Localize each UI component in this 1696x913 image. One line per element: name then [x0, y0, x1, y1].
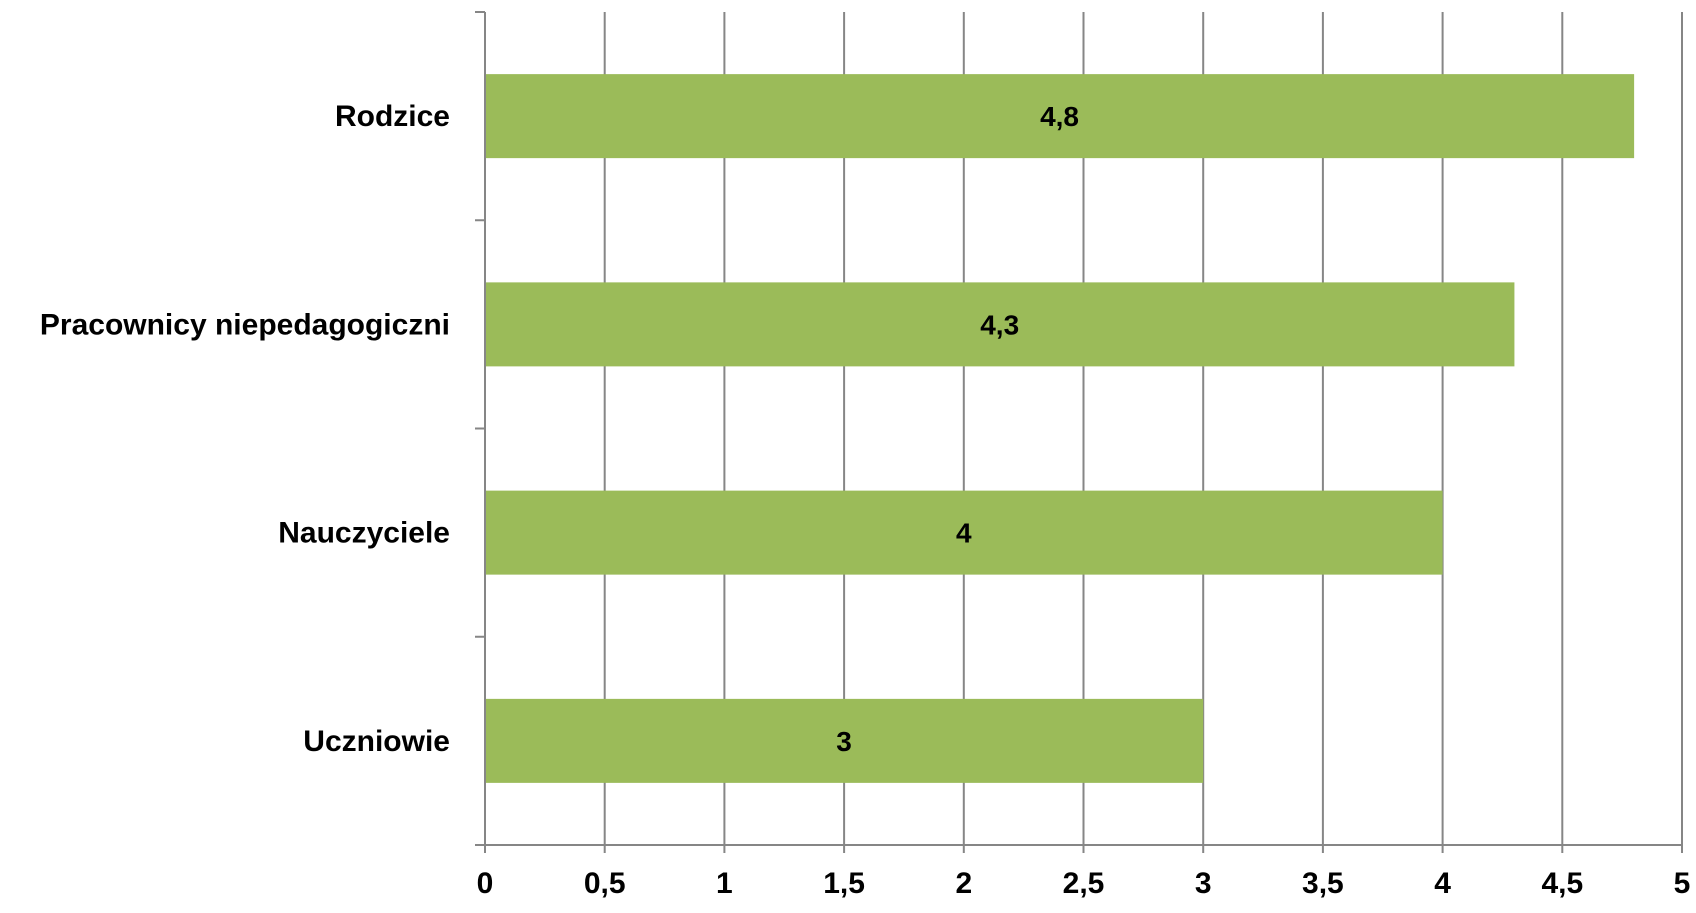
x-tick-label: 3	[1195, 867, 1212, 900]
x-tick-label: 2,5	[1063, 867, 1105, 900]
x-tick-label: 0,5	[584, 867, 626, 900]
x-tick-label: 3,5	[1302, 867, 1344, 900]
data-label: 4,8	[1040, 101, 1079, 132]
data-label: 4,3	[980, 309, 1019, 340]
category-label: Nauczyciele	[278, 517, 450, 550]
labels: 0 0,5 1 1,5 2 2,5 3 3,5 4 4,5 5 4,8 Rodzice 4,3 Pracow…	[40, 100, 1690, 900]
bar	[485, 490, 1443, 575]
data-label: 3	[836, 726, 852, 757]
bar	[485, 698, 1204, 783]
x-tick-label: 5	[1674, 867, 1691, 900]
x-tick-label: 1,5	[823, 867, 865, 900]
data-label: 4	[956, 518, 972, 549]
bar	[485, 282, 1515, 367]
category-label: Pracownicy niepedagogiczni	[40, 308, 450, 341]
bars	[485, 74, 1635, 783]
x-tick-label: 4,5	[1541, 867, 1583, 900]
category-label: Rodzice	[335, 100, 450, 133]
x-tick-label: 0	[477, 867, 494, 900]
axes	[475, 11, 1682, 853]
x-tick-label: 4	[1434, 867, 1451, 900]
bar	[485, 74, 1635, 159]
x-tick-label: 2	[955, 867, 972, 900]
x-tick-label: 1	[716, 867, 733, 900]
category-label: Uczniowie	[303, 725, 450, 758]
